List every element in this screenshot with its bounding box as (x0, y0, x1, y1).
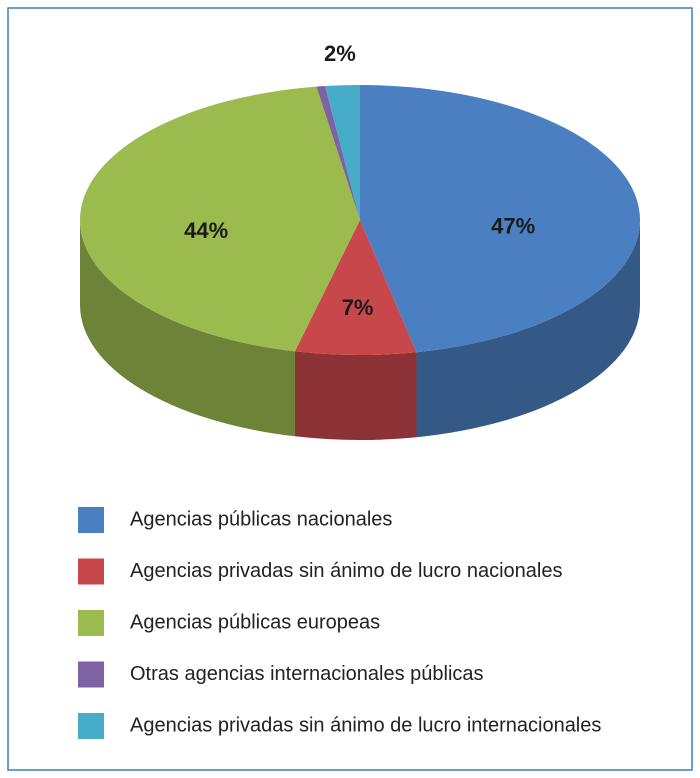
legend-swatch (78, 713, 104, 739)
pie-slice (360, 85, 640, 353)
pie-slice (294, 220, 417, 355)
legend-label: Agencias privadas sin ánimo de lucro int… (130, 714, 601, 736)
pie-side (294, 351, 417, 440)
data-label: 2% (324, 41, 356, 66)
legend-swatch (78, 610, 104, 636)
legend-label: Agencias públicas europeas (130, 611, 380, 633)
data-label: 7% (342, 295, 374, 320)
legend-swatch (78, 507, 104, 533)
data-label: 44% (184, 218, 228, 243)
legend-label: Otras agencias internacionales públicas (130, 663, 484, 685)
pie-slice (325, 85, 360, 220)
pie-slice (316, 86, 360, 221)
legend-swatch (78, 558, 104, 585)
pie-side (80, 220, 295, 437)
legend-label: Agencias privadas sin ánimo de lucro nac… (130, 560, 562, 582)
legend-label: Agencias públicas nacionales (130, 508, 392, 530)
legend-swatch (78, 661, 104, 688)
data-label: 47% (491, 213, 535, 238)
pie-side (416, 220, 640, 438)
pie-slice (79, 86, 360, 352)
